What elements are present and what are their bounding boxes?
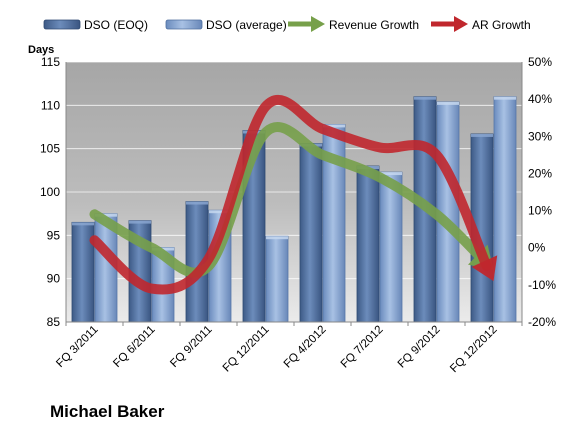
chart-legend: DSO (EOQ) DSO (average) Revenue Growth A… [43, 16, 531, 32]
y-axis-right-tick-label: -10% [528, 278, 556, 292]
y-axis-left-title: Days [28, 44, 54, 56]
y-axis-right-tick-label: 0% [528, 241, 546, 255]
legend-item-dso-average: DSO (average) [165, 18, 287, 32]
growth-lines [89, 94, 498, 295]
bar-cap [380, 172, 402, 176]
bar-cap [266, 236, 288, 240]
bar-dso-eoq- [356, 165, 380, 323]
legend-label-ar-growth: AR Growth [472, 18, 531, 32]
y-axis-left-tick-label: 85 [47, 315, 61, 329]
y-axis-right-tick-label: 10% [528, 204, 552, 218]
y-axis-right-tick-label: -20% [528, 315, 556, 329]
y-axis-left-tick-label: 110 [41, 98, 60, 112]
legend-label-revenue-growth: Revenue Growth [329, 18, 419, 32]
line-ar-growth [89, 94, 492, 295]
y-axis-left-tick-label: 115 [41, 55, 60, 69]
legend-item-ar-growth: AR Growth [431, 16, 531, 32]
bar-cap [129, 220, 151, 224]
legend-item-revenue-growth: Revenue Growth [288, 16, 419, 32]
y-axis-left-tick-label: 95 [47, 228, 61, 242]
bar-dso-eoq- [299, 143, 323, 323]
bar-cap [471, 133, 493, 137]
y-axis-left-tick-label: 105 [40, 142, 60, 156]
x-axis-tick-label: FQ 7/2012 [339, 324, 386, 371]
bar-cap [186, 201, 208, 205]
bar-cap [72, 222, 94, 226]
legend-label-dso-average: DSO (average) [206, 18, 287, 32]
x-axis-tick-label: FQ 12/2012 [448, 324, 499, 375]
legend-label-dso-eoq: DSO (EOQ) [84, 18, 148, 32]
y-axis-left-ticks: 85 90 95 100 105 110 115 [40, 55, 60, 329]
x-axis-tick-label: FQ 3/2011 [54, 324, 100, 370]
y-axis-right-tick-label: 50% [528, 55, 552, 69]
bar-cap [95, 213, 117, 217]
line-revenue-growth [89, 122, 487, 278]
legend-arrowhead-ar-growth [454, 16, 468, 32]
x-axis-tick-label: FQ 6/2011 [111, 324, 157, 370]
y-axis-left-tick-label: 90 [47, 272, 61, 286]
y-axis-left-tick-label: 100 [40, 185, 60, 199]
bar-dso-average- [265, 235, 289, 323]
legend-item-dso-eoq: DSO (EOQ) [43, 18, 148, 32]
y-axis-right-ticks: -20% -10% 0% 10% 20% 30% 40% 50% [528, 55, 556, 329]
x-axis-tick-label: FQ 12/2011 [221, 324, 272, 375]
legend-arrowhead-revenue-growth [311, 16, 325, 32]
bar-cap [437, 101, 459, 105]
bar-cap [414, 96, 436, 100]
bar-cap [209, 210, 231, 214]
y-axis-right-tick-label: 20% [528, 166, 552, 180]
arrowhead-ar-growth [471, 255, 498, 282]
x-axis-tick-label: FQ 9/2012 [396, 324, 443, 371]
y-axis-right-tick-label: 30% [528, 129, 552, 143]
x-axis-tick-label: FQ 4/2012 [282, 324, 329, 371]
x-axis-ticks: FQ 3/2011 FQ 6/2011 FQ 9/2011 FQ 12/2011 FQ … [54, 322, 523, 375]
bar-cap [494, 96, 516, 100]
legend-swatch-dso-eoq [43, 19, 81, 30]
x-axis-tick-label: FQ 9/2011 [168, 324, 214, 370]
company-name: Michael Baker [50, 402, 165, 421]
bar-dso-average- [493, 96, 517, 323]
legend-swatch-dso-average [165, 19, 203, 30]
bar-cap [323, 124, 345, 128]
y-axis-right-tick-label: 40% [528, 92, 552, 106]
bar-dso-average- [379, 171, 403, 323]
